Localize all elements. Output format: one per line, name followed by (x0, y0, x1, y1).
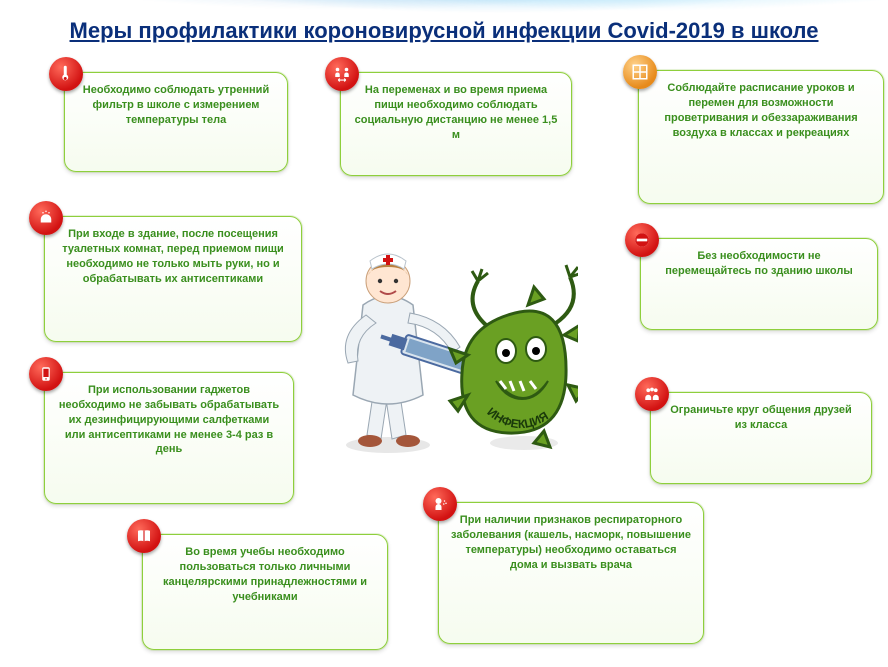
center-illustration: ИНФЕКЦИЯ (318, 195, 578, 455)
nurse-vs-germ-svg: ИНФЕКЦИЯ (318, 195, 578, 455)
infographic-page: Меры профилактики короновирусной инфекци… (0, 0, 888, 667)
cough-icon (423, 487, 457, 521)
info-box-text: При использовании гаджетов необходимо не… (57, 383, 281, 457)
info-box-hands: При входе в здание, после посещения туал… (44, 216, 302, 342)
info-box-text: Во время учебы необходимо пользоваться т… (155, 545, 375, 604)
info-box-gadgets: При использовании гаджетов необходимо не… (44, 372, 294, 504)
phone-icon (29, 357, 63, 391)
info-box-text: При наличии признаков респираторного заб… (451, 513, 691, 572)
noentry-icon (625, 223, 659, 257)
info-box-distance: На переменах и во время приема пищи необ… (340, 72, 572, 176)
info-box-text: При входе в здание, после посещения туал… (57, 227, 289, 286)
washhands-icon (29, 201, 63, 235)
distance-icon (325, 57, 359, 91)
info-box-text: Без необходимости не перемещайтесь по зд… (653, 249, 865, 279)
thermometer-icon (49, 57, 83, 91)
info-box-stationery: Во время учебы необходимо пользоваться т… (142, 534, 388, 650)
page-title: Меры профилактики короновирусной инфекци… (0, 18, 888, 43)
info-box-filter: Необходимо соблюдать утренний фильтр в ш… (64, 72, 288, 172)
info-box-nomove: Без необходимости не перемещайтесь по зд… (640, 238, 878, 330)
info-box-text: Ограничьте круг общения друзей из класса (663, 403, 859, 433)
info-box-schedule: Соблюдайте расписание уроков и перемен д… (638, 70, 884, 204)
info-box-text: Соблюдайте расписание уроков и перемен д… (651, 81, 871, 140)
germ-icon: ИНФЕКЦИЯ (450, 265, 578, 450)
info-box-text: На переменах и во время приема пищи необ… (353, 83, 559, 142)
window-icon (623, 55, 657, 89)
book-icon (127, 519, 161, 553)
info-box-text: Необходимо соблюдать утренний фильтр в ш… (77, 83, 275, 128)
people-icon (635, 377, 669, 411)
info-box-friends: Ограничьте круг общения друзей из класса (650, 392, 872, 484)
info-box-symptoms: При наличии признаков респираторного заб… (438, 502, 704, 644)
